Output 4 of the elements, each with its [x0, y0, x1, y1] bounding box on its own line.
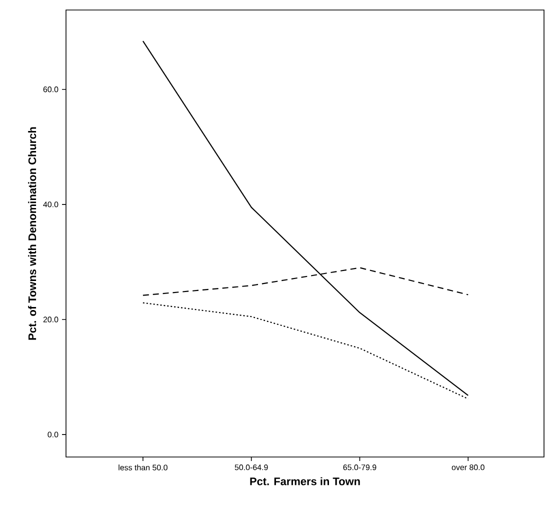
y-axis-title: Pct. of Towns with Denomination Church	[28, 127, 36, 340]
line-series	[142, 302, 469, 400]
x-axis-title: Pct. Farmers in Town	[250, 477, 360, 486]
line-series	[142, 40, 469, 396]
